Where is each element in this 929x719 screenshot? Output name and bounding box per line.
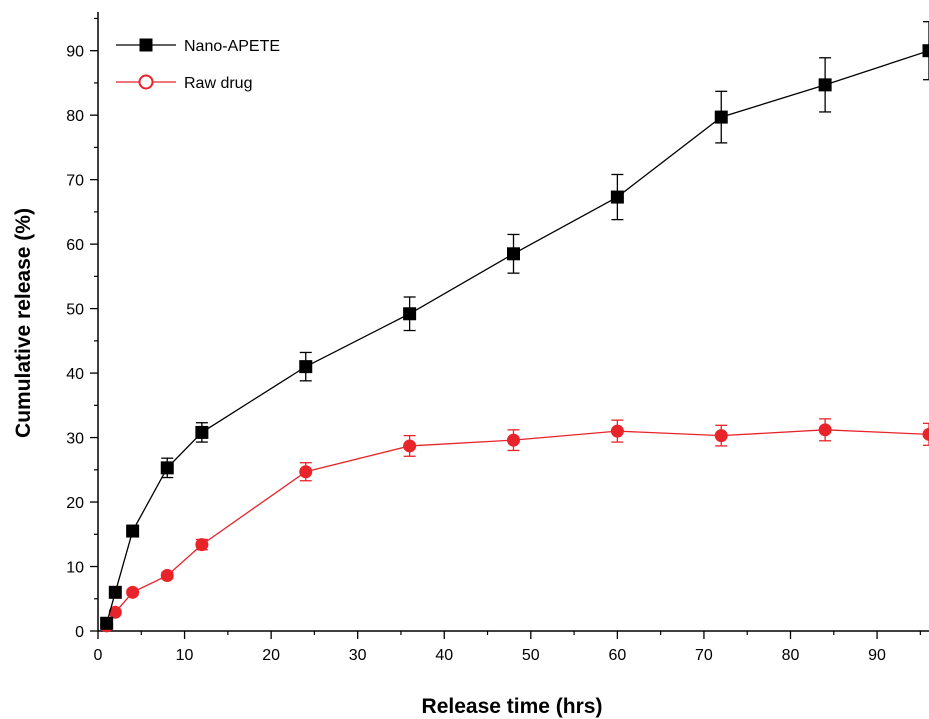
y-tick-label: 90: [66, 44, 84, 61]
x-tick-label: 70: [695, 647, 713, 664]
data-point: [299, 360, 313, 374]
x-axis-title: Release time (hrs): [422, 695, 603, 718]
data-point: [714, 110, 728, 124]
data-point: [714, 429, 728, 443]
data-point: [160, 569, 174, 583]
legend-item: Nano-APETE: [116, 38, 280, 55]
data-point: [403, 307, 417, 321]
data-point: [507, 247, 520, 261]
data-point: [507, 433, 520, 447]
data-point: [818, 423, 832, 437]
x-tick-label: 40: [435, 647, 453, 664]
data-point: [108, 605, 122, 619]
x-tick-label: 90: [868, 647, 886, 664]
data-point: [922, 44, 929, 58]
y-tick-label: 80: [66, 108, 84, 125]
data-point: [126, 585, 140, 599]
axes: 0 10 20 30 40 50 60 70 80 90 0 10 20 30 40 50 60 70 80 90: [66, 12, 929, 664]
x-tick-label: 30: [349, 647, 367, 664]
data-point: [160, 461, 174, 475]
legend: Nano-APETE Raw drug: [116, 38, 280, 92]
x-tick-label: 80: [782, 647, 800, 664]
data-point: [403, 439, 417, 453]
legend-label: Raw drug: [184, 75, 252, 92]
y-tick-label: 20: [66, 495, 84, 512]
series-line: [106, 429, 929, 627]
y-tick-label: 50: [66, 302, 84, 319]
data-point: [195, 538, 209, 552]
legend-marker: [139, 38, 153, 52]
series-layer: [100, 21, 929, 633]
x-tick-label: 10: [176, 647, 194, 664]
series-raw-drug: [100, 418, 929, 633]
x-tick-label: 0: [94, 647, 103, 664]
data-point: [100, 616, 114, 630]
series-nano-apete: [100, 21, 929, 630]
y-tick-label: 40: [66, 366, 84, 383]
data-point: [126, 524, 140, 538]
data-point: [922, 427, 929, 441]
data-point: [610, 190, 624, 204]
y-tick-label: 70: [66, 173, 84, 190]
y-tick-label: 60: [66, 237, 84, 254]
y-tick-label: 10: [66, 560, 84, 577]
data-point: [195, 425, 209, 439]
legend-item: Raw drug: [116, 74, 252, 92]
y-axis-title: Cumulative release (%): [12, 208, 35, 438]
x-tick-label: 50: [522, 647, 540, 664]
x-tick-label: 60: [608, 647, 626, 664]
data-point: [610, 424, 624, 438]
series-line: [106, 50, 929, 624]
data-point: [818, 78, 832, 92]
data-point: [299, 465, 313, 479]
data-point: [108, 585, 122, 599]
legend-label: Nano-APETE: [184, 38, 280, 55]
legend-marker: [138, 74, 154, 90]
y-tick-label: 30: [66, 431, 84, 448]
x-tick-label: 20: [262, 647, 280, 664]
y-tick-label: 0: [75, 624, 84, 641]
